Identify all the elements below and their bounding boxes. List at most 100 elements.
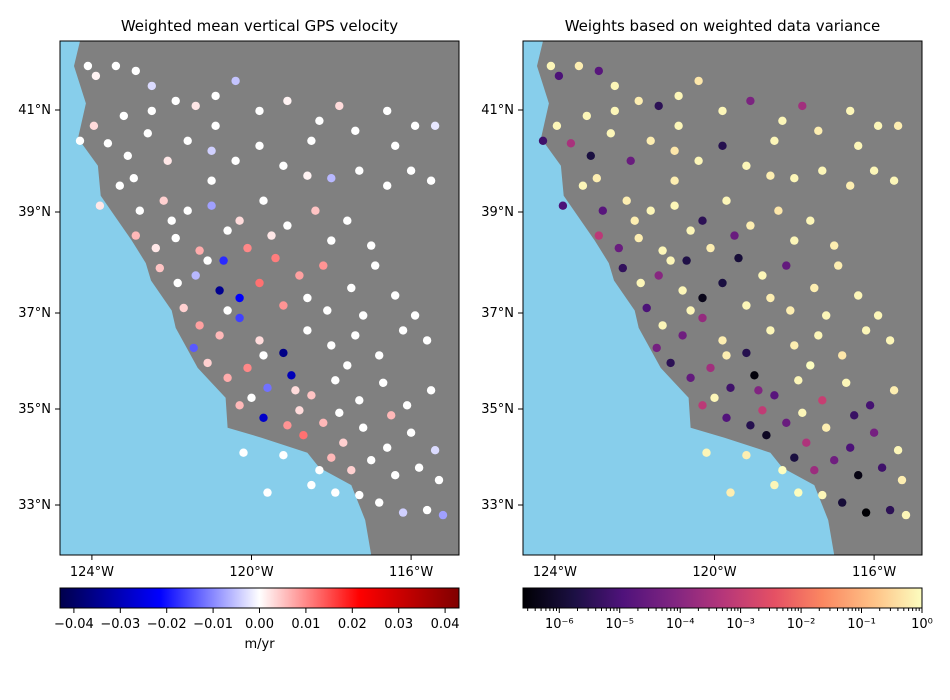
gps-station-marker (283, 421, 292, 430)
gps-station-marker (235, 216, 244, 225)
gps-station-marker (179, 303, 188, 313)
colorbar-tick-label: −0.03 (100, 617, 140, 632)
gps-station-marker (618, 263, 627, 273)
gps-station-marker (207, 201, 216, 210)
gps-station-marker (846, 106, 855, 116)
gps-station-marker (291, 386, 300, 395)
gps-station-marker (383, 106, 392, 116)
gps-station-marker (746, 421, 755, 430)
gps-station-marker (598, 206, 607, 215)
gps-station-marker (183, 206, 192, 215)
gps-station-marker (666, 358, 675, 368)
colorbar-gradient (523, 588, 922, 608)
gps-station-marker (592, 174, 601, 183)
station-markers (75, 61, 448, 520)
gps-station-marker (303, 293, 312, 303)
gps-station-marker (151, 243, 160, 253)
gps-station-marker (95, 201, 105, 210)
gps-station-marker (674, 91, 683, 101)
gps-station-marker (335, 408, 344, 417)
y-tick-label: 33°N (481, 498, 514, 513)
gps-station-marker (726, 488, 735, 497)
gps-station-marker (889, 176, 899, 185)
gps-station-marker (203, 358, 212, 368)
gps-station-marker (770, 391, 779, 400)
gps-station-marker (327, 174, 336, 183)
y-tick-label: 41°N (481, 103, 514, 118)
gps-station-marker (307, 480, 316, 490)
gps-station-marker (307, 136, 316, 145)
gps-station-marker (223, 306, 232, 315)
panel-weights: Weights based on weighted data variance … (481, 17, 933, 632)
gps-station-marker (311, 206, 320, 215)
gps-station-marker (351, 331, 360, 340)
gps-station-marker (889, 386, 899, 395)
gps-station-marker (718, 141, 727, 150)
gps-station-marker (379, 378, 388, 387)
gps-station-marker (578, 181, 588, 190)
gps-station-marker (167, 216, 176, 225)
gps-station-marker (674, 121, 683, 130)
gps-station-marker (283, 96, 292, 106)
gps-station-marker (131, 231, 140, 240)
gps-station-marker (814, 126, 823, 135)
gps-station-marker (247, 393, 256, 402)
gps-station-marker (558, 201, 568, 210)
gps-station-marker (119, 111, 128, 121)
gps-station-marker (355, 396, 364, 405)
gps-station-marker (574, 61, 584, 71)
gps-station-marker (259, 351, 268, 360)
gps-station-marker (355, 490, 364, 500)
gps-station-marker (235, 313, 244, 323)
gps-station-marker (814, 331, 823, 340)
x-tick-label: 116°W (852, 565, 896, 580)
gps-station-marker (630, 216, 639, 225)
gps-station-marker (147, 106, 156, 116)
gps-station-marker (159, 196, 168, 205)
gps-station-marker (295, 406, 304, 415)
gps-station-marker (383, 181, 392, 190)
gps-station-marker (189, 343, 198, 353)
gps-station-marker (718, 106, 727, 116)
gps-station-marker (798, 408, 807, 417)
gps-station-marker (307, 391, 316, 400)
gps-station-marker (239, 448, 248, 457)
gps-station-marker (406, 428, 416, 437)
gps-station-marker (770, 136, 779, 145)
gps-station-marker (171, 96, 180, 106)
gps-station-marker (694, 156, 703, 165)
gps-station-marker (303, 171, 312, 180)
gps-station-marker (295, 271, 304, 280)
gps-station-marker (554, 71, 564, 81)
map-ocean (60, 41, 372, 555)
gps-station-marker (319, 261, 328, 270)
gps-station-marker (430, 121, 440, 130)
colorbar-tick-label: 10⁰ (911, 617, 933, 632)
gps-station-marker (422, 336, 432, 345)
gps-station-marker (267, 231, 276, 240)
gps-station-marker (331, 488, 340, 497)
gps-station-marker (710, 393, 719, 402)
gps-station-marker (271, 253, 280, 263)
gps-station-marker (235, 401, 244, 410)
gps-station-marker (698, 401, 707, 410)
map-frame (59, 40, 460, 556)
colorbar-tick-label: −0.02 (147, 617, 187, 632)
gps-station-marker (746, 96, 755, 106)
colorbar-tick-label: 10⁻³ (726, 617, 755, 632)
y-axis: 33°N 35°N 37°N 39°N 41°N (18, 103, 60, 513)
gps-station-marker (223, 373, 232, 382)
gps-station-marker (327, 341, 336, 350)
gps-station-marker (375, 498, 384, 507)
gps-station-marker (566, 139, 576, 148)
gps-station-marker (398, 326, 408, 335)
gps-station-marker (794, 488, 803, 497)
gps-station-marker (790, 341, 799, 350)
gps-station-marker (682, 256, 691, 265)
gps-station-marker (147, 81, 156, 91)
gps-station-marker (746, 221, 755, 230)
gps-station-marker (842, 378, 851, 387)
gps-station-marker (351, 126, 360, 135)
gps-station-marker (235, 293, 244, 303)
gps-station-marker (383, 443, 392, 452)
